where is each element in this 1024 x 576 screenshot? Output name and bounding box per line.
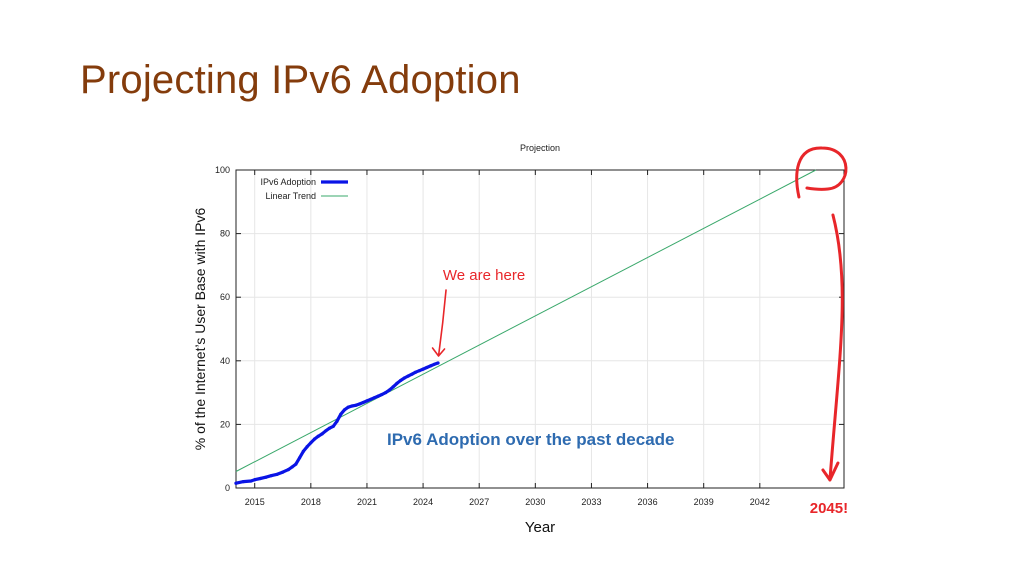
ipv6-adoption-point (335, 419, 339, 423)
slide-title: Projecting IPv6 Adoption (80, 58, 521, 102)
ipv6-adoption-point (286, 468, 290, 472)
past-decade-caption: IPv6 Adoption over the past decade (387, 430, 675, 449)
x-tick-label: 2018 (301, 497, 321, 507)
ipv6-adoption-point (331, 424, 335, 428)
axis-ticks: 2015 2018 2021 2024 2027 2030 2033 2036 2039 2042… (215, 165, 844, 507)
ipv6-adoption-point (354, 403, 358, 407)
ipv6-adoption-point (294, 462, 298, 466)
ipv6-adoption-point (320, 432, 324, 436)
y-tick-label: 100 (215, 165, 230, 175)
ipv6-adoption-point (346, 405, 350, 409)
ipv6-adoption-point (369, 397, 373, 401)
x-tick-label: 2042 (750, 497, 770, 507)
x-tick-label: 2039 (694, 497, 714, 507)
ipv6-adoption-point (414, 370, 418, 374)
ipv6-adoption-point (365, 399, 369, 403)
ipv6-adoption-point (421, 367, 425, 371)
ipv6-adoption-point (387, 388, 391, 392)
ipv6-adoption-point (264, 475, 268, 479)
ipv6-adoption-point (301, 449, 305, 453)
ipv6-adoption-point (425, 365, 429, 370)
chart-title: Projection (520, 143, 560, 153)
ipv6-adoption-point (357, 402, 362, 406)
legend: IPv6 Adoption Linear Trend (260, 177, 348, 201)
ipv6-adoption-point (417, 369, 421, 373)
ipv6-adoption-point (410, 372, 414, 376)
y-axis-label: % of the Internet’s User Base with IPv6 (192, 208, 208, 451)
ipv6-adoption-point (380, 392, 384, 397)
y-tick-label: 0 (225, 483, 230, 493)
ipv6-adoption-point (269, 474, 274, 478)
legend-label-linear-trend: Linear Trend (265, 191, 316, 201)
series-linear-trend (235, 169, 817, 472)
ipv6-adoption-point (429, 364, 433, 368)
x-axis-label: Year (525, 519, 555, 536)
ipv6-adoption-point (402, 376, 406, 380)
series-ipv6-adoption (234, 361, 440, 485)
ipv6-adoption-point (298, 456, 302, 460)
ipv6-adoption-point (290, 465, 294, 469)
ipv6-adoption-point (327, 426, 332, 430)
x-tick-label: 2030 (525, 497, 545, 507)
ipv6-adoption-point (436, 361, 440, 365)
ipv6-adoption-point (316, 434, 320, 438)
x-tick-label: 2021 (357, 497, 377, 507)
ipv6-adoption-point (406, 374, 410, 378)
y-tick-label: 20 (220, 419, 230, 429)
legend-label-ipv6-adoption: IPv6 Adoption (260, 177, 316, 187)
ipv6-adoption-point (391, 385, 395, 389)
ipv6-adoption-point (275, 472, 279, 476)
x-tick-label: 2015 (245, 497, 265, 507)
x-tick-label: 2024 (413, 497, 433, 507)
x-tick-label: 2033 (581, 497, 601, 507)
ipv6-adoption-point (313, 437, 317, 441)
ipv6-adoption-point (241, 480, 246, 484)
ipv6-adoption-point (350, 404, 354, 408)
ipv6-adoption-point (309, 441, 313, 445)
end-year-annotation: 2045! (810, 500, 848, 517)
ipv6-adoption-point (395, 381, 399, 385)
ipv6-adoption-point (253, 478, 257, 482)
y-tick-label: 60 (220, 292, 230, 302)
ipv6-adoption-point (361, 400, 365, 405)
hand-drawn-down-arrow (821, 213, 844, 482)
we-are-here-arrow (431, 289, 447, 357)
ipv6-adoption-point (372, 396, 376, 400)
ipv6-adoption-point (234, 481, 238, 485)
ipv6-adoption-point (324, 429, 328, 433)
ipv6-adoption-point (399, 378, 403, 383)
ipv6-adoption-point (281, 470, 285, 474)
x-tick-label: 2027 (469, 497, 489, 507)
ipv6-adoption-point (432, 362, 436, 366)
ipv6-adoption-point (339, 412, 343, 416)
ipv6-adoption-point (376, 394, 380, 398)
x-tick-label: 2036 (638, 497, 658, 507)
series-layer (234, 169, 817, 485)
y-tick-label: 80 (220, 229, 230, 239)
we-are-here-annotation: We are here (443, 267, 525, 284)
ipv6-adoption-point (384, 391, 388, 395)
ipv6-adoption-point (249, 479, 253, 483)
ipv6-adoption-point (305, 445, 309, 449)
plot-frame (235, 169, 845, 489)
ipv6-adoption-point (258, 476, 262, 481)
y-tick-label: 40 (220, 356, 230, 366)
hand-drawn-loop-mark (795, 146, 848, 199)
ipv6-adoption-point (342, 408, 347, 412)
